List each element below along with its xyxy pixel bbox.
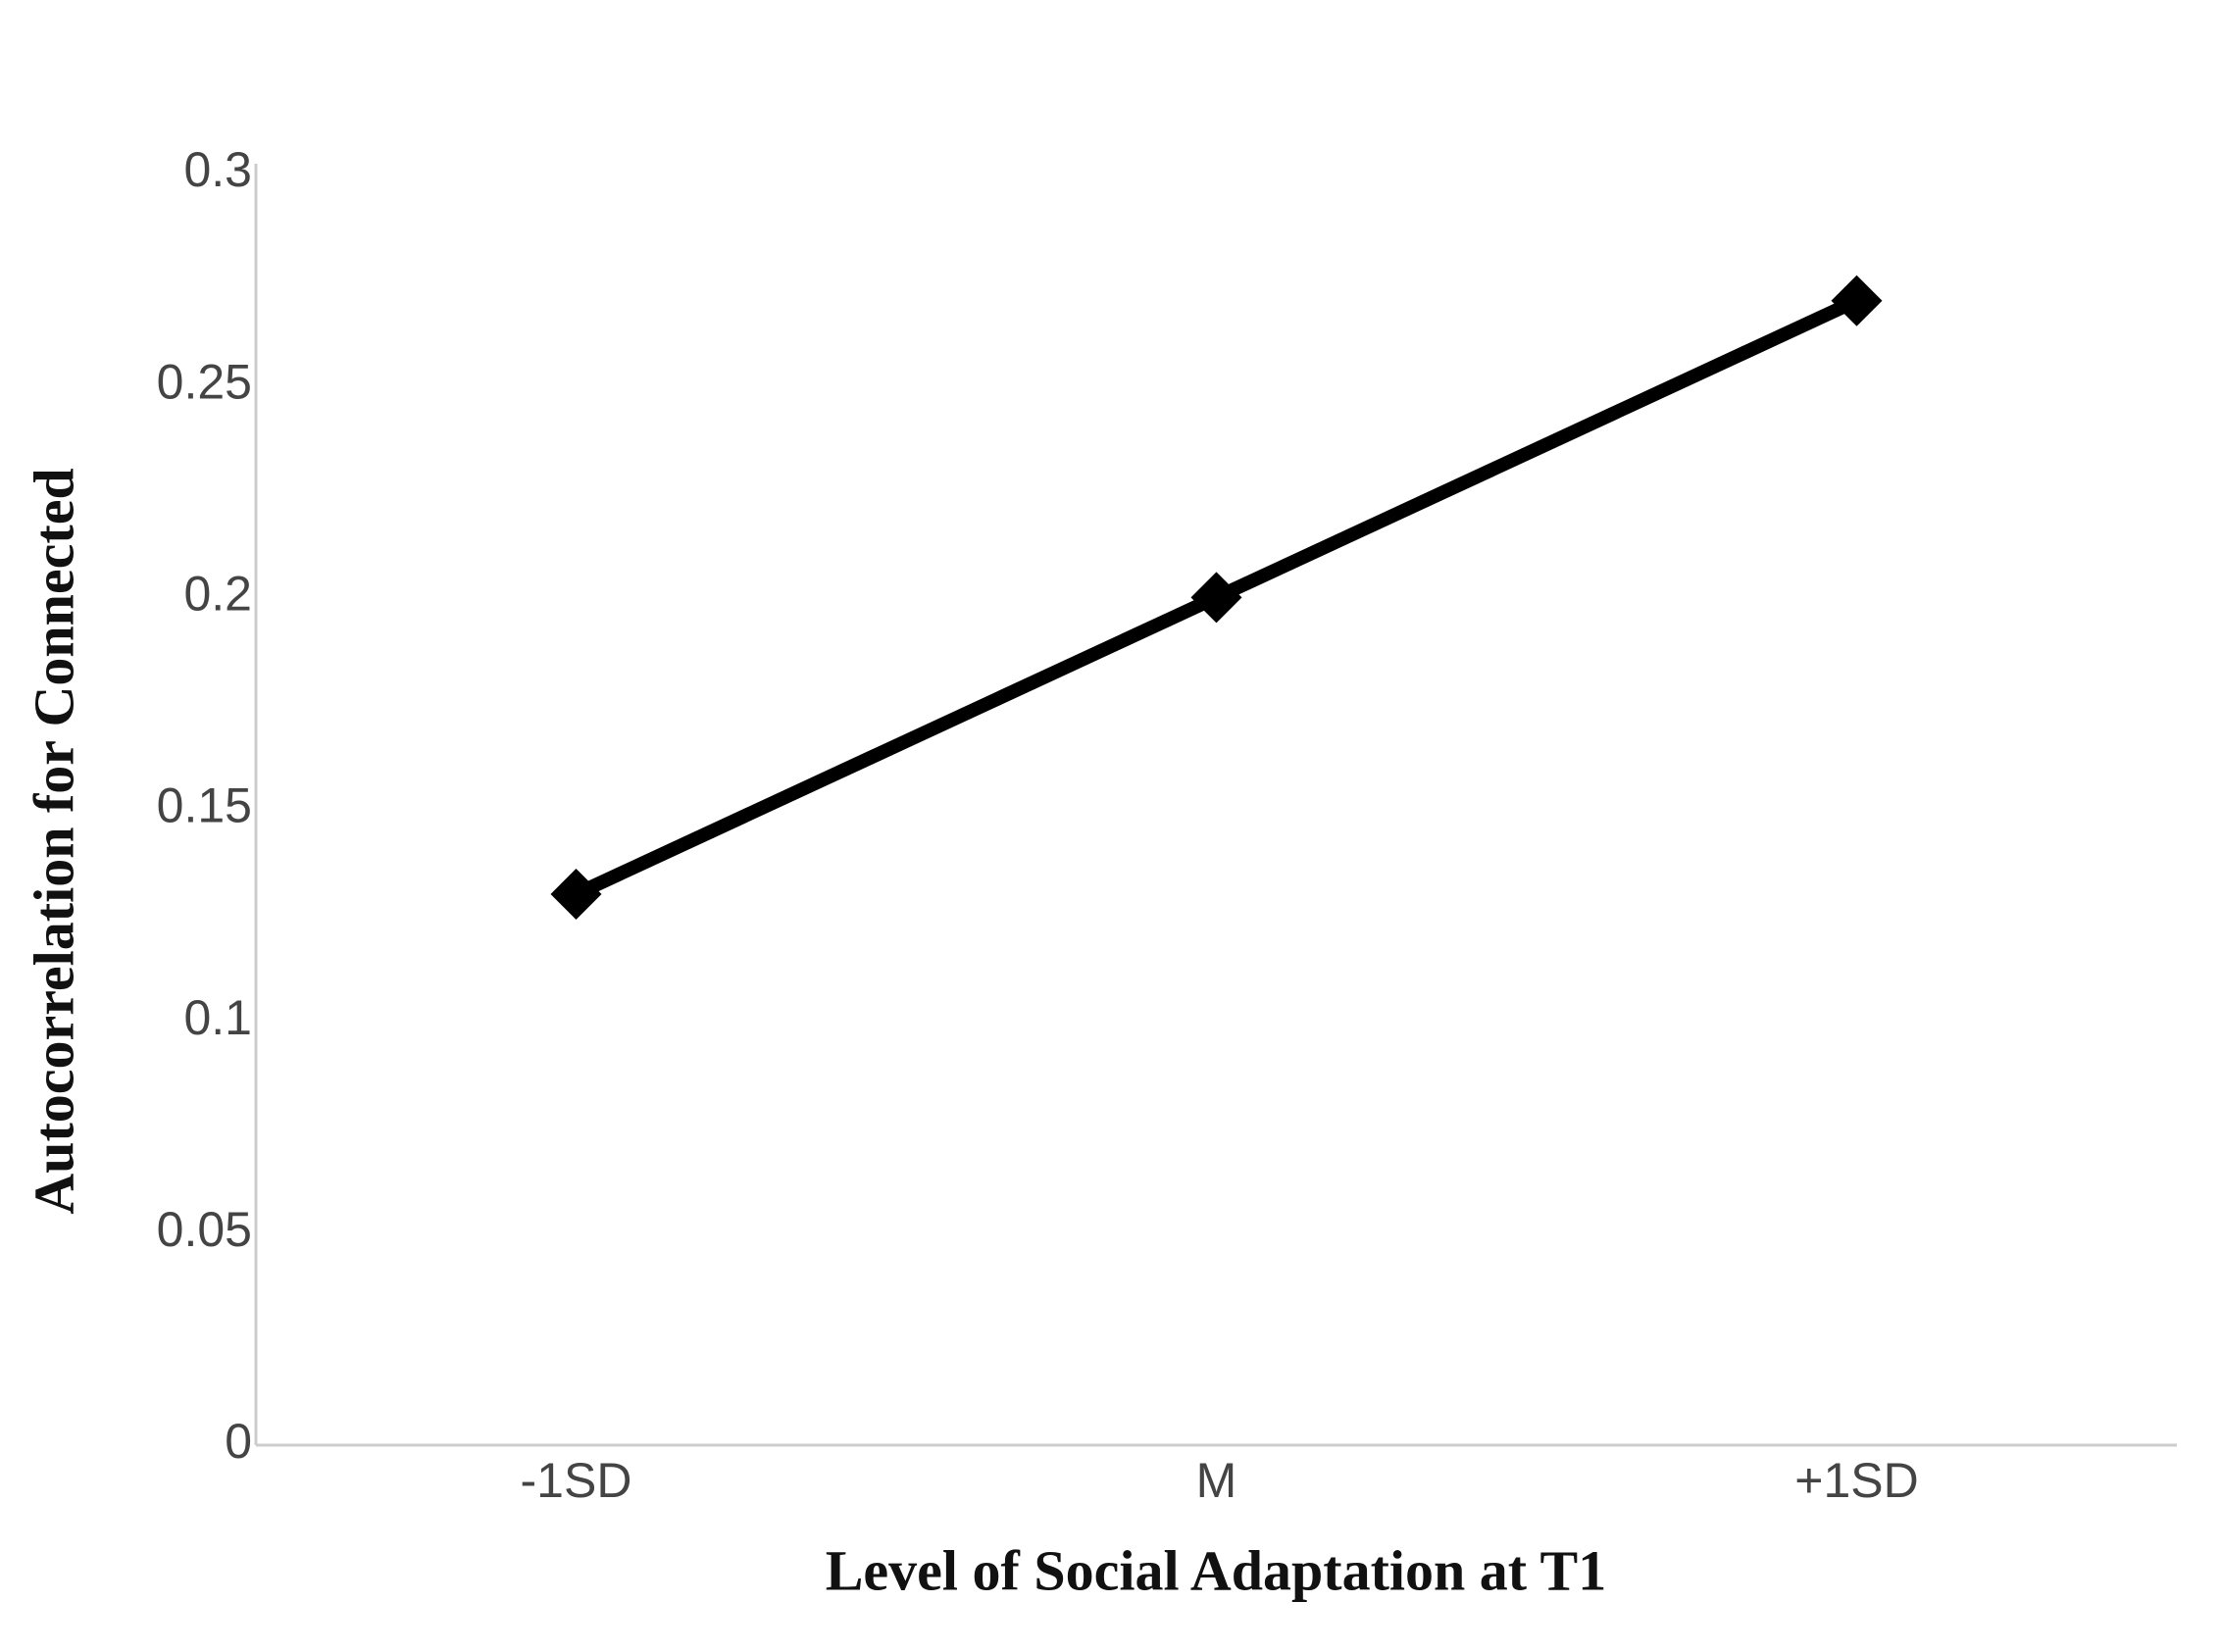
y-tick-label: 0.25 xyxy=(157,354,252,409)
y-tick-label: 0 xyxy=(225,1414,252,1469)
y-tick-label: 0.05 xyxy=(157,1202,252,1257)
y-tick-label: 0.2 xyxy=(183,567,252,622)
data-point xyxy=(1190,572,1242,624)
x-tick-label: -1SD xyxy=(521,1453,632,1508)
y-tick-label: 0.3 xyxy=(183,142,252,197)
x-tick-label: M xyxy=(1196,1453,1237,1508)
y-axis-title: Autocorrelation for Connected xyxy=(22,468,85,1214)
y-tick-label: 0.1 xyxy=(183,990,252,1045)
data-point xyxy=(1831,275,1883,326)
data-point xyxy=(550,868,602,920)
x-tick-label: +1SD xyxy=(1794,1453,1918,1508)
x-axis-title: Level of Social Adaptation at T1 xyxy=(826,1538,1606,1602)
y-tick-label: 0.15 xyxy=(157,778,252,833)
